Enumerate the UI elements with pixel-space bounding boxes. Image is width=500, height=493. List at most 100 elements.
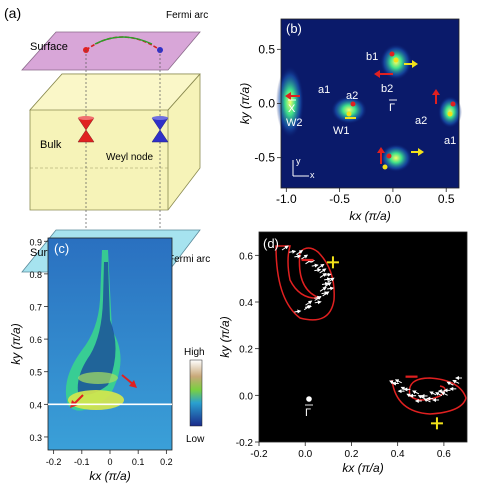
panel-a: (a) Surface Fermi arc Bulk Weyl node — [4, 5, 210, 273]
spin-arrow — [281, 245, 289, 251]
spin-arrow — [324, 277, 332, 282]
x-tick-label: -0.5 — [329, 192, 350, 206]
spin-arrow — [319, 273, 327, 278]
y-tick-label: 0.5 — [29, 368, 42, 378]
colorbar — [189, 359, 203, 427]
b-label-a1-left: a1 — [318, 84, 330, 96]
b-spot-bottom — [380, 144, 412, 172]
spin-arrow — [327, 286, 335, 291]
panel-b-map — [281, 19, 459, 188]
x-tick-label: 0.4 — [391, 449, 405, 460]
x-tick-label: 0 — [107, 457, 112, 467]
y-tick-label: 0.0 — [258, 97, 275, 111]
y-axis-label: ky (π/a) — [238, 83, 252, 124]
spin-arrow — [314, 300, 322, 305]
b-label-b2: b2 — [381, 83, 393, 95]
spin-arrow — [412, 390, 420, 395]
x-tick-label: 0.2 — [344, 449, 358, 460]
y-tick-label: 0.8 — [29, 270, 42, 280]
x-tick-label: 0.6 — [437, 449, 451, 460]
spin-arrow — [314, 268, 322, 273]
x-tick-label: -0.2 — [250, 449, 268, 460]
panel-b-tag: (b) — [286, 21, 302, 36]
panel-d-map — [259, 232, 467, 442]
y-tick-label: 0.9 — [29, 237, 42, 247]
b-label-a2-right: a2 — [415, 115, 427, 127]
x-axis-label: kx (π/a) — [342, 461, 383, 475]
x-tick-label: 0.2 — [160, 457, 173, 467]
panel-d: (d) Γ -0.2 0.0 0.2 0.4 0.6 -0.2 0.0 0.2 0.4 0.6 kx… — [218, 231, 468, 475]
b-label-Gbar: Γ — [389, 102, 395, 114]
panel-b-axes: -1.0 -0.5 0.0 0.5 -0.5 0.0 0.5 kx (π/a) ky (π/a) — [238, 42, 455, 223]
spin-arrow — [324, 282, 332, 288]
d-loop-lower — [391, 377, 467, 415]
y-tick-label: 0.5 — [258, 42, 275, 56]
panel-d-tag: (d) — [263, 236, 279, 251]
spin-arrow — [300, 254, 309, 260]
y-tick-label: 0.4 — [29, 400, 42, 410]
b-label-W2: W2 — [286, 117, 303, 129]
fermi-arc-top-inner — [94, 36, 153, 45]
d-loop-upper — [275, 245, 335, 321]
spin-arrow — [440, 391, 448, 396]
panel-b: (b) X W2 W1 a1 a2 b1 b2 Γ a2 a1 y x -1.0… — [238, 18, 462, 223]
d-markers — [301, 256, 443, 430]
y-tick-label: 0.4 — [239, 298, 253, 309]
spin-arrow — [319, 268, 327, 274]
spin-arrow — [294, 254, 302, 259]
spin-arrow — [319, 286, 327, 292]
spin-arrow — [327, 277, 335, 283]
x-tick-label: -0.1 — [74, 457, 90, 467]
b-label-b1: b1 — [366, 51, 378, 63]
y-tick-label: 0.6 — [239, 251, 253, 262]
panel-c: (c) -0.2 -0.1 0 0.1 0.2 0.3 0.4 0.5 0.6 0.7 0.8 0.9… — [9, 237, 205, 483]
top-surface-plane — [21, 31, 201, 71]
spin-arrow — [303, 305, 312, 311]
y-tick-label: 0.0 — [239, 391, 253, 402]
b-label-W1: W1 — [333, 125, 350, 137]
spin-arrow — [305, 300, 313, 306]
y-tick-label: -0.5 — [254, 151, 275, 165]
x-axis-label: kx (π/a) — [89, 469, 130, 483]
panel-c-tag: (c) — [54, 241, 69, 256]
x-axis-label: kx (π/a) — [349, 209, 390, 223]
b-spot-W2 — [276, 66, 304, 138]
x-tick-label: -1.0 — [276, 192, 297, 206]
panel-c-axes: -0.2 -0.1 0 0.1 0.2 0.3 0.4 0.5 0.6 0.7 0.8 0.9 kx (… — [9, 237, 173, 483]
colorbar-high: High — [184, 347, 205, 358]
b-label-a1-right: a1 — [444, 135, 456, 147]
panel-a-tag: (a) — [4, 5, 21, 21]
y-tick-label: 0.2 — [239, 345, 253, 356]
y-tick-label: 0.3 — [29, 433, 42, 443]
weyl-node-red — [77, 116, 95, 143]
spin-arrow — [296, 250, 304, 256]
b-spot-W1 — [331, 96, 367, 124]
spin-arrow — [289, 249, 297, 254]
spin-arrow — [394, 379, 402, 384]
y-axis-label: ky (π/a) — [9, 323, 23, 364]
c-band-bottom — [68, 390, 124, 410]
colorbar-low: Low — [186, 434, 205, 445]
spin-arrow — [446, 381, 454, 386]
y-axis-label: ky (π/a) — [218, 316, 232, 357]
y-tick-label: -0.2 — [236, 438, 254, 449]
spin-arrow — [321, 281, 329, 286]
weyl-node-blue — [151, 116, 169, 143]
spin-arrow — [317, 263, 325, 269]
d-spin-arrows-upper — [281, 245, 335, 314]
b-label-Xbar: X — [288, 103, 296, 115]
d-gamma-label: Γ — [305, 407, 311, 419]
fermi-arc-top-label: Fermi arc — [166, 10, 208, 21]
x-tick-label: -0.2 — [46, 457, 62, 467]
weyl-node-label: Weyl node — [106, 152, 154, 163]
spin-arrow — [322, 291, 330, 297]
x-tick-label: 0.5 — [438, 192, 455, 206]
panel-d-axes: -0.2 0.0 0.2 0.4 0.6 -0.2 0.0 0.2 0.4 0.6 kx (π/a)… — [218, 251, 451, 475]
spin-arrow — [314, 295, 322, 301]
bulk-label: Bulk — [40, 139, 62, 151]
surface-top-label: Surface — [30, 41, 68, 53]
spin-arrow — [311, 263, 319, 268]
spin-arrow — [294, 309, 302, 314]
fermi-arc-bottom-label: Fermi arc — [168, 254, 210, 265]
b-axis-y-small: y — [296, 156, 301, 166]
